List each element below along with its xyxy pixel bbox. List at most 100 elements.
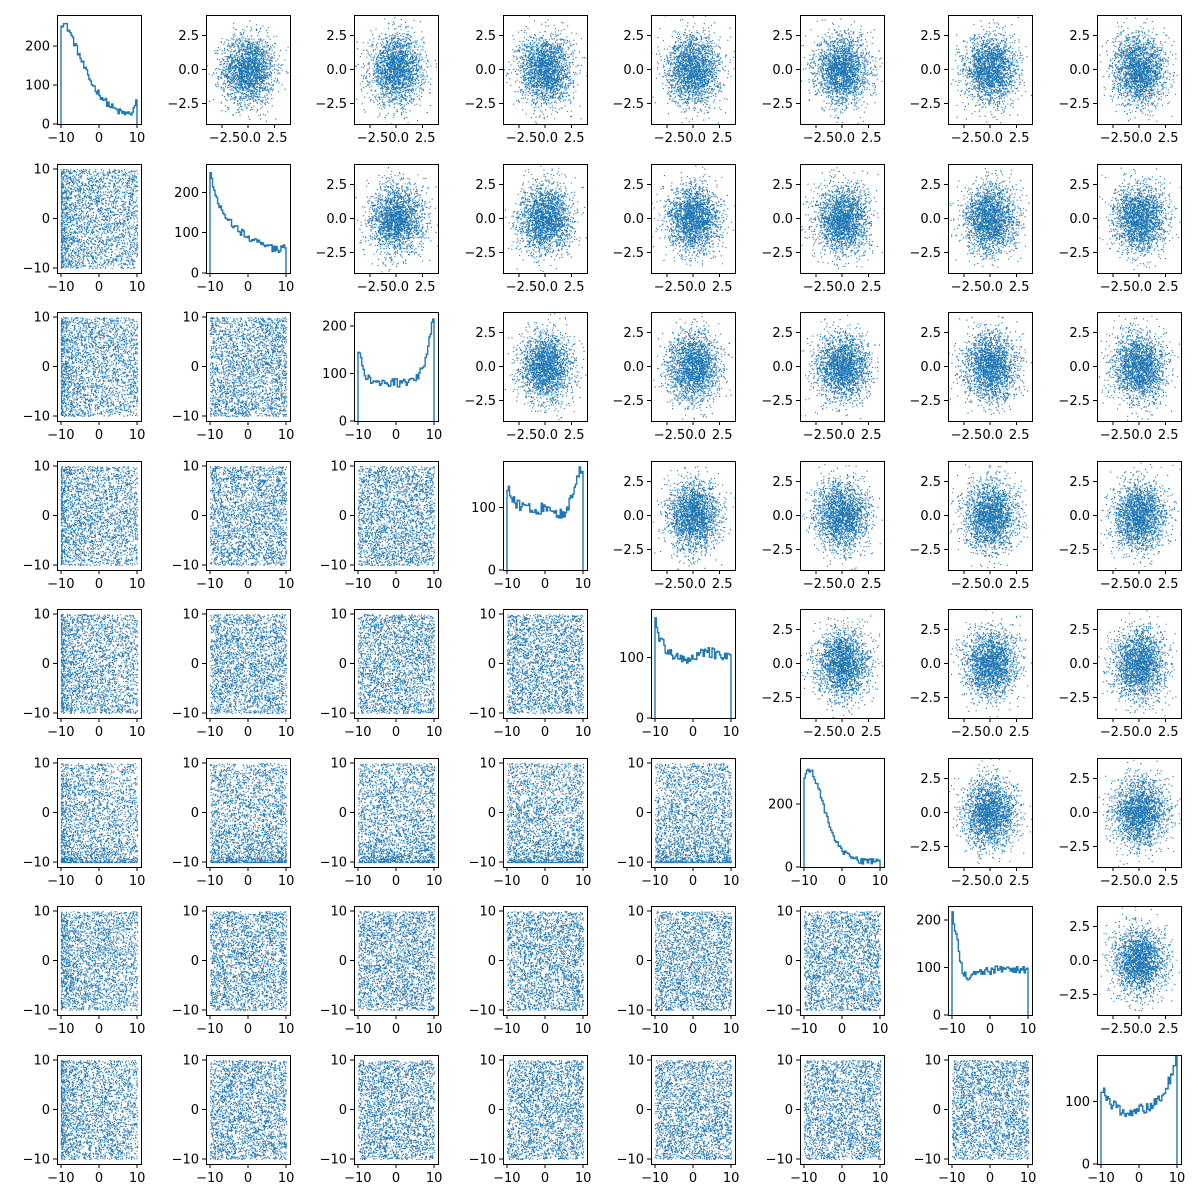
y-tick-label: 2.5 — [623, 326, 644, 341]
x-tick-label: −2.50.0 — [357, 280, 409, 295]
x-tick-label: 0 — [392, 874, 400, 889]
x-tick-label: 0 — [244, 1171, 252, 1186]
x-tick-label: 2.5 — [1009, 577, 1030, 592]
subplot-r6-c4: −10 0 10 −10 0 10 — [617, 904, 740, 1037]
y-tick-label: 0 — [42, 360, 50, 375]
y-tick-label: 2.5 — [772, 29, 793, 44]
x-tick-label: 2.5 — [712, 280, 733, 295]
x-tick-label: 2.5 — [861, 577, 882, 592]
y-tick-label: 2.5 — [1069, 475, 1090, 490]
x-tick-label: −10 — [344, 725, 371, 740]
x-tick-label: 10 — [723, 1022, 740, 1037]
subplot-r5-c7: −2.50.0 2.5−2.50.02.5 — [1058, 758, 1182, 889]
x-tick-label: 10 — [872, 874, 889, 889]
scatter-point-cloud — [951, 1060, 1030, 1161]
y-tick-label: −2.5 — [761, 543, 793, 558]
x-tick-label: −10 — [196, 280, 223, 295]
x-tick-label: 10 — [278, 577, 295, 592]
x-tick-label: 10 — [575, 1171, 592, 1186]
scatter-point-cloud — [800, 609, 884, 719]
y-tick-label: −2.5 — [909, 691, 941, 706]
scatter-point-cloud — [357, 614, 436, 715]
x-tick-label: 2.5 — [415, 280, 436, 295]
scatter-points — [209, 466, 288, 567]
x-tick-label: 0 — [541, 874, 549, 889]
y-tick-label: 0.0 — [920, 509, 941, 524]
y-tick-label: 0 — [339, 954, 347, 969]
scatter-points — [803, 911, 882, 1012]
x-tick-label: −10 — [196, 577, 223, 592]
x-tick-label: 10 — [278, 874, 295, 889]
histogram-line — [803, 768, 881, 867]
y-tick-label: 0.0 — [623, 63, 644, 78]
x-tick-label: 0 — [1135, 1171, 1143, 1186]
y-tick-label: 0.0 — [772, 63, 793, 78]
scatter-points — [60, 466, 139, 567]
y-tick-label: 2.5 — [920, 326, 941, 341]
subplot-r0-c7: −2.50.0 2.5−2.50.02.5 — [1058, 15, 1182, 146]
x-tick-label: 0 — [986, 1022, 994, 1037]
x-tick-label: 2.5 — [861, 725, 882, 740]
x-tick-label: −2.50.0 — [654, 280, 706, 295]
y-tick-label: −2.5 — [612, 97, 644, 112]
x-tick-label: 0 — [392, 1171, 400, 1186]
y-tick-label: 10 — [776, 904, 793, 919]
x-tick-label: 0 — [541, 1171, 549, 1186]
y-tick-label: 10 — [330, 756, 347, 771]
scatter-point-cloud — [800, 167, 885, 269]
x-tick-label: 0 — [986, 1171, 994, 1186]
y-tick-label: 100 — [322, 367, 347, 382]
y-tick-label: 10 — [479, 756, 496, 771]
histogram-line — [209, 172, 287, 273]
x-tick-label: −2.50.0 — [506, 280, 558, 295]
y-tick-label: 0 — [339, 657, 347, 672]
scatter-point-cloud — [1099, 17, 1178, 122]
subplot-r2-c0: −10 0 10 −10 0 10 — [23, 310, 146, 443]
y-tick-label: −10 — [23, 559, 50, 574]
y-tick-label: 0.0 — [623, 509, 644, 524]
y-tick-label: −10 — [617, 1004, 644, 1019]
x-tick-label: −2.50.0 — [803, 131, 855, 146]
x-tick-label: −10 — [493, 725, 520, 740]
x-tick-label: 10 — [575, 1022, 592, 1037]
scatter-point-cloud — [1097, 462, 1183, 569]
y-tick-label: 10 — [627, 1053, 644, 1068]
scatter-points — [654, 1060, 733, 1161]
x-tick-label: 0 — [95, 874, 103, 889]
y-tick-label: 0 — [488, 1103, 496, 1118]
y-tick-label: 2.5 — [1069, 772, 1090, 787]
scatter-points — [948, 168, 1030, 268]
y-tick-label: 0 — [339, 1103, 347, 1118]
y-tick-label: 0.0 — [1069, 63, 1090, 78]
x-tick-label: −10 — [938, 1022, 965, 1037]
y-tick-label: 0 — [636, 712, 644, 727]
x-tick-label: 2.5 — [712, 428, 733, 443]
x-tick-label: 0 — [95, 428, 103, 443]
y-tick-label: −2.5 — [612, 543, 644, 558]
y-tick-label: −2.5 — [1058, 988, 1090, 1003]
x-tick-label: 0 — [689, 725, 697, 740]
x-tick-label: 10 — [575, 577, 592, 592]
scatter-points — [653, 466, 736, 571]
x-tick-label: 10 — [129, 577, 146, 592]
y-tick-label: 2.5 — [920, 772, 941, 787]
y-tick-label: −2.5 — [761, 691, 793, 706]
x-tick-label: 0 — [244, 725, 252, 740]
y-tick-label: −10 — [469, 1153, 496, 1168]
y-tick-label: 2.5 — [920, 623, 941, 638]
x-tick-label: 2.5 — [1158, 725, 1179, 740]
y-tick-label: 2.5 — [326, 29, 347, 44]
x-tick-label: −2.50.0 — [209, 131, 261, 146]
y-tick-label: −2.5 — [167, 97, 199, 112]
x-tick-label: 2.5 — [564, 131, 585, 146]
scatter-points — [1097, 462, 1183, 569]
x-tick-label: −2.50.0 — [1100, 1022, 1152, 1037]
y-tick-label: 2.5 — [623, 475, 644, 490]
x-tick-label: −2.50.0 — [654, 577, 706, 592]
scatter-points — [651, 15, 735, 124]
scatter-point-cloud — [654, 1060, 733, 1161]
scatter-points — [503, 15, 588, 125]
y-tick-label: 0 — [339, 806, 347, 821]
